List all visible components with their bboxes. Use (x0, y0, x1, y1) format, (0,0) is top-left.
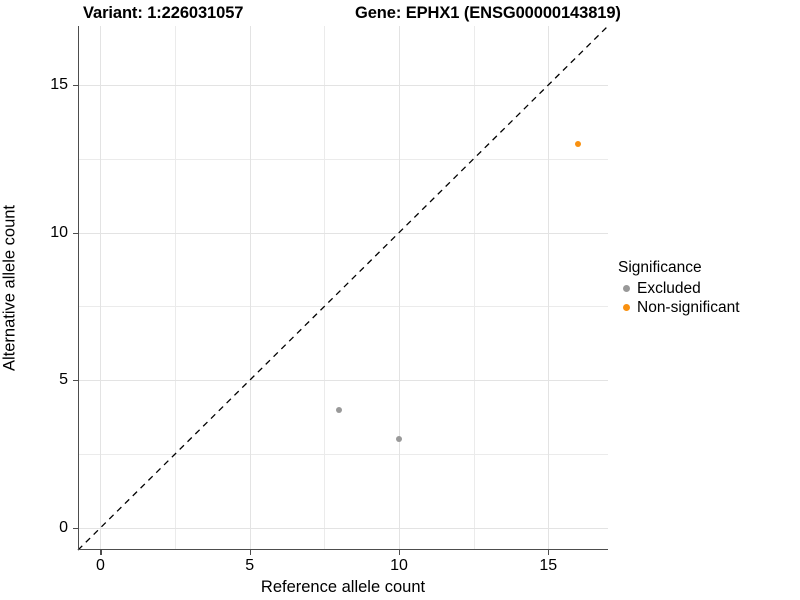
y-axis-tick-label: 0 (59, 518, 68, 536)
gridline-horizontal-major (78, 232, 608, 234)
y-axis-tick-label: 15 (50, 76, 68, 94)
x-axis-tick (548, 550, 550, 555)
variant-title: Variant: 1:226031057 (83, 4, 244, 22)
x-axis-tick (398, 550, 401, 555)
gridline-vertical-major (398, 26, 400, 550)
y-axis-tick (73, 380, 78, 382)
data-point (336, 406, 343, 413)
legend-dot-icon (622, 285, 630, 292)
y-axis-tick-label: 5 (59, 371, 68, 389)
legend-item-label: Non-significant (637, 298, 740, 316)
x-axis-tick-label: 10 (390, 557, 408, 574)
x-axis-tick (100, 550, 102, 555)
gene-title: Gene: EPHX1 (ENSG00000143819) (355, 4, 621, 22)
legend: Significance Excluded Non-significant (618, 259, 794, 317)
gridline-vertical-major (548, 26, 550, 550)
gridline-vertical-major (100, 26, 102, 550)
legend-item-label: Excluded (637, 279, 701, 297)
gridline-horizontal-major (78, 527, 608, 529)
data-point (395, 436, 402, 443)
x-axis-tick-label: 5 (245, 557, 255, 574)
x-axis-tick (249, 550, 251, 555)
legend-items: Excluded Non-significant (618, 279, 794, 317)
y-axis-tick-label: 10 (50, 223, 68, 241)
gridline-horizontal-minor (78, 158, 608, 160)
gridline-horizontal-minor (78, 454, 608, 456)
gridline-vertical-major (249, 26, 251, 550)
x-axis-line (78, 548, 608, 550)
gridline-vertical-minor (175, 26, 177, 550)
x-axis-tick-label: 0 (95, 557, 105, 574)
y-axis-label: Alternative allele count (0, 204, 19, 372)
diagonal-reference-line (77, 25, 609, 551)
gridline-horizontal-minor (78, 306, 608, 308)
x-axis-label: Reference allele count (260, 578, 426, 596)
gridline-horizontal-major (78, 85, 608, 87)
legend-key-swatch (618, 300, 634, 316)
legend-item[interactable]: Non-significant (618, 298, 794, 317)
x-axis-tick-label: 15 (539, 557, 558, 574)
chart-title-row: Variant: 1:226031057 Gene: EPHX1 (ENSG00… (0, 4, 800, 26)
data-point (575, 141, 582, 148)
legend-item[interactable]: Excluded (618, 279, 794, 298)
gridline-horizontal-major (78, 380, 608, 382)
y-axis-tick (73, 85, 78, 87)
legend-key-swatch (618, 281, 634, 297)
plot-panel (77, 25, 609, 551)
legend-title: Significance (618, 259, 702, 276)
legend-dot-icon (622, 304, 630, 311)
y-axis-tick (73, 527, 78, 530)
y-axis-line (78, 26, 80, 550)
gridline-vertical-minor (473, 26, 475, 550)
y-axis-tick (73, 232, 78, 234)
gridline-vertical-minor (324, 26, 326, 550)
